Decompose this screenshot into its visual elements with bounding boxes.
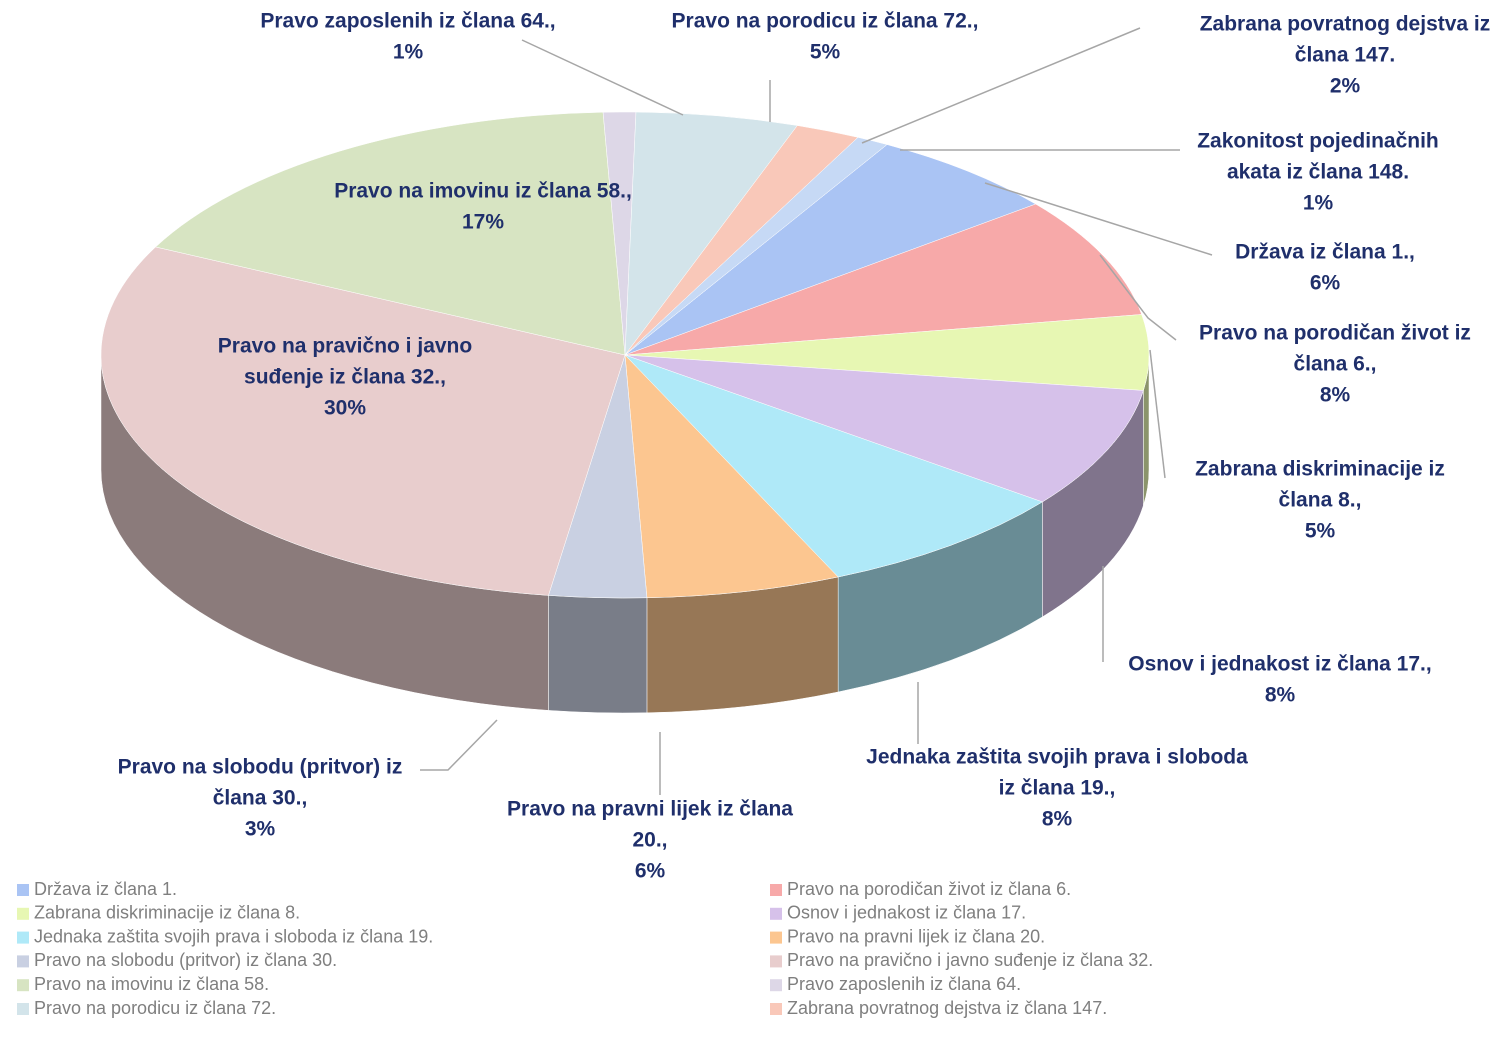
data-label-value: 1% [393, 41, 424, 64]
data-label: Pravo na porodičan život iz [1199, 322, 1471, 345]
pie-slice [155, 111, 626, 356]
pie-slice [624, 111, 798, 356]
data-label: Zabrana povratnog dejstva iz [1200, 13, 1491, 36]
legend-swatch [770, 955, 782, 968]
data-label: člana 8., [1279, 489, 1362, 512]
data-label: člana 147. [1295, 44, 1395, 67]
leader-line [861, 27, 1141, 144]
data-label: Pravo na imovinu iz člana 58., [334, 180, 632, 203]
legend-label: Zabrana diskriminacije iz člana 8. [34, 903, 300, 923]
leader-line [521, 39, 684, 116]
legend-swatch [770, 931, 782, 944]
legend-swatch [770, 907, 782, 920]
data-label: Jednaka zaštita svojih prava i sloboda [866, 746, 1248, 769]
pie-slice [624, 354, 1144, 503]
legend-swatch [17, 931, 29, 944]
data-label-value: 5% [1305, 520, 1336, 543]
legend-label: Pravo zaposlenih iz člana 64. [787, 974, 1021, 994]
pie-side [646, 576, 839, 714]
legend-label: Pravo na pravično i javno suđenje iz čla… [787, 950, 1153, 970]
legend-swatch [17, 907, 29, 920]
pie-slice [100, 246, 626, 596]
legend-swatch [770, 1003, 782, 1015]
pie-slice [624, 354, 1043, 578]
data-label: Zabrana diskriminacije iz [1195, 458, 1445, 481]
pie-slice [624, 144, 1037, 356]
data-label: Država iz člana 1., [1235, 241, 1415, 264]
legend-label: Pravo na porodičan život iz člana 6. [787, 879, 1071, 899]
data-label-value: 6% [635, 860, 666, 883]
legend-label: Država iz člana 1. [34, 879, 177, 899]
data-label-value: 17% [462, 211, 504, 234]
data-label: suđenje iz člana 32., [244, 366, 446, 389]
data-label-value: 30% [324, 397, 366, 420]
legend-label: Zabrana povratnog dejstva iz člana 147. [787, 998, 1107, 1018]
data-label-value: 6% [1310, 272, 1341, 295]
leader-line [420, 719, 498, 771]
legend-swatch [17, 884, 29, 896]
data-label-value: 3% [245, 818, 276, 841]
leader-line [1149, 349, 1166, 479]
data-label-value: 8% [1265, 684, 1296, 707]
data-label: Pravo zaposlenih iz člana 64., [260, 10, 555, 33]
legend-label: Pravo na pravni lijek iz člana 20. [787, 926, 1045, 946]
data-label-value: 2% [1330, 75, 1361, 98]
data-label: Zakonitost pojedinačnih [1197, 130, 1439, 153]
legend-label: Pravo na porodicu iz člana 72. [34, 998, 276, 1018]
pie-slice [624, 137, 888, 356]
legend-label: Pravo na imovinu iz člana 58. [34, 974, 269, 994]
data-label: Pravo na pravično i javno [218, 335, 472, 358]
pie-side [548, 595, 648, 714]
legend-swatch [17, 979, 29, 992]
legend-swatch [770, 979, 782, 992]
data-label: 20., [632, 829, 667, 852]
pie-slice [624, 354, 839, 599]
legend-label: Pravo na slobodu (pritvor) iz člana 30. [34, 950, 337, 970]
leader-line [1099, 254, 1177, 341]
data-label: akata iz člana 148. [1227, 161, 1409, 184]
legend-label: Osnov i jednakost iz člana 17. [787, 903, 1026, 923]
data-label-value: 8% [1320, 384, 1351, 407]
data-label: Osnov i jednakost iz člana 17., [1128, 653, 1431, 676]
data-label: člana 30., [213, 787, 308, 810]
data-label: člana 6., [1294, 353, 1377, 376]
data-label: Pravo na pravni lijek iz člana [507, 798, 793, 821]
legend-swatch [770, 884, 782, 896]
data-label-value: 8% [1042, 808, 1073, 831]
pie-slice [624, 314, 1150, 391]
legend-label: Jednaka zaštita svojih prava i sloboda i… [34, 926, 433, 946]
leader-line [984, 182, 1213, 256]
data-label-value: 1% [1303, 192, 1334, 215]
legend-swatch [17, 955, 29, 968]
data-label: Pravo na slobodu (pritvor) iz [118, 756, 403, 779]
data-label-value: 5% [810, 41, 841, 64]
data-label: Pravo na porodicu iz člana 72., [672, 10, 979, 33]
data-label: iz člana 19., [999, 777, 1116, 800]
legend-swatch [17, 1003, 29, 1015]
